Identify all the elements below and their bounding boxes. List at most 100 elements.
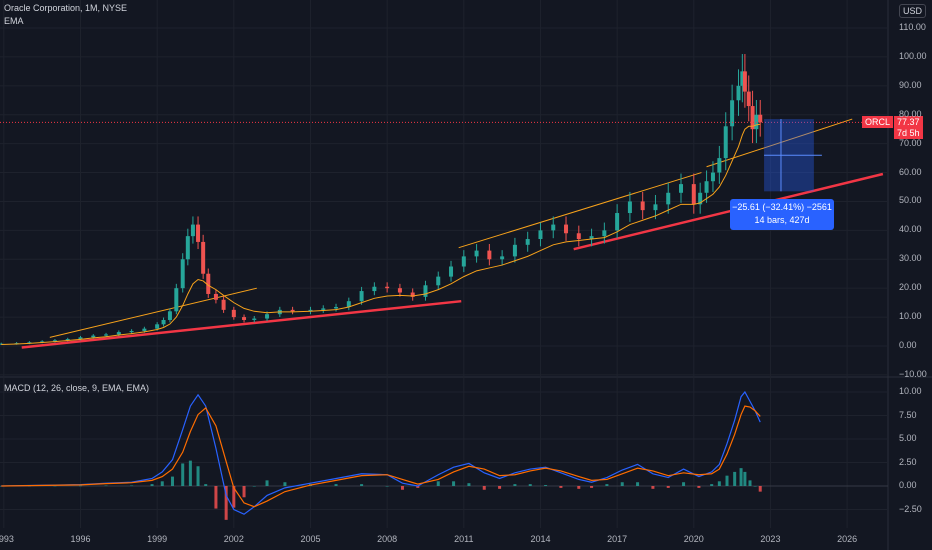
candle-body [104,334,109,336]
macd-histogram-bar [170,476,174,486]
candle-body [750,106,755,130]
candle-body [174,288,179,312]
macd-histogram-bar [725,475,729,486]
candle-body [206,273,211,294]
macd-histogram-bar [385,486,389,487]
ema-line[interactable] [1,123,761,346]
macd-histogram-bar [651,486,655,489]
candle-body [758,114,763,123]
macd-histogram-bar [130,485,134,487]
macd-histogram-bar [232,486,236,508]
macd-histogram-bar [416,486,420,488]
price-tick-label: 90.00 [899,79,922,90]
macd-histogram-bar [544,485,548,486]
time-tick-label: 1999 [147,534,168,544]
candle-body [736,85,741,101]
time-tick-label: 2014 [530,534,551,544]
macd-histogram-bar [733,471,737,486]
measure-tool[interactable] [764,119,822,192]
candle-body [196,224,201,242]
macd-histogram-bar [559,486,563,488]
candle-body [640,201,645,211]
candle-body [397,288,402,293]
channel-line-1[interactable] [49,287,257,338]
ema-indicator-label[interactable]: EMA [4,16,24,26]
macd-histogram-bar [252,486,256,487]
support-trendline-1[interactable] [21,299,462,349]
candle-body [474,250,479,257]
candle-body [190,224,195,237]
macd-histogram-bar [181,463,185,486]
candle-body [116,332,121,335]
price-tick-label: 20.00 [899,282,922,293]
candle-body [142,328,147,331]
candle-body [742,71,747,92]
macd-histogram-bar [528,484,532,486]
ema-line-group [0,121,888,346]
candle-body [372,286,377,292]
macd-histogram-bar [436,481,440,486]
chart-title: Oracle Corporation, 1M, NYSE [4,3,128,13]
trend-drawings [21,118,884,349]
candle-body [717,158,722,173]
candle-body [213,293,218,300]
candle-body [740,71,745,86]
candle-body [666,192,671,205]
measure-duration: 14 bars, 427d [754,215,810,225]
channel-line-2[interactable] [458,172,702,249]
candle-body [723,126,728,159]
candle-body [589,236,594,240]
price-tick-label: 0.00 [899,340,917,350]
candle-body [710,172,715,182]
countdown-tag: 7d 5h [894,127,923,139]
candle-body [615,213,620,231]
signal-line[interactable] [1,405,761,508]
macd-pane [0,390,888,520]
macd-histogram-bar [160,481,164,486]
channel-line-3[interactable] [706,118,853,168]
price-tick-label: 100.00 [899,50,927,61]
price-tick-label: 110.00 [899,22,926,32]
macd-histogram-bar [78,485,82,487]
macd-histogram-bar [498,486,502,489]
candle-body [308,309,313,312]
time-tick-label: 2017 [607,534,628,544]
candle-body [359,291,364,302]
candle-body [334,306,339,309]
candle-body [487,250,492,260]
macd-title[interactable]: MACD (12, 26, close, 9, EMA, EMA) [4,383,150,393]
candle-body [52,340,57,342]
candle-body [221,299,226,310]
price-candles [0,54,763,345]
candle-body [512,244,517,257]
macd-histogram-bar [577,486,581,489]
candle-body [653,204,658,211]
macd-histogram-bar [360,484,364,486]
macd-histogram-bar [334,484,338,486]
time-tick-label: 2011 [454,534,474,544]
candle-body [410,292,415,297]
candle-body [627,201,632,214]
macd-histogram-bar [482,486,486,490]
macd-histogram-bar [452,481,456,486]
price-tick-label: 70.00 [899,137,922,148]
macd-line[interactable] [1,390,761,515]
macd-histogram-bar [753,486,757,487]
time-tick-label: 2005 [300,534,321,544]
candle-body [704,181,709,193]
macd-histogram-bar [204,484,208,486]
candle-body [346,301,351,307]
macd-histogram-bar [758,486,762,492]
price-tick-label: 40.00 [899,224,922,235]
candle-body [564,224,569,234]
macd-tick-label: −2.50 [899,503,922,514]
currency-badge[interactable]: USD [899,4,927,18]
macd-histogram-bar [513,484,517,486]
price-tick-label: 10.00 [899,311,922,322]
support-trendline-2[interactable] [573,172,884,251]
macd-histogram-bar [739,468,743,486]
candle-body [40,341,45,343]
candle-body [449,266,454,277]
macd-tick-label: 7.50 [899,409,917,420]
